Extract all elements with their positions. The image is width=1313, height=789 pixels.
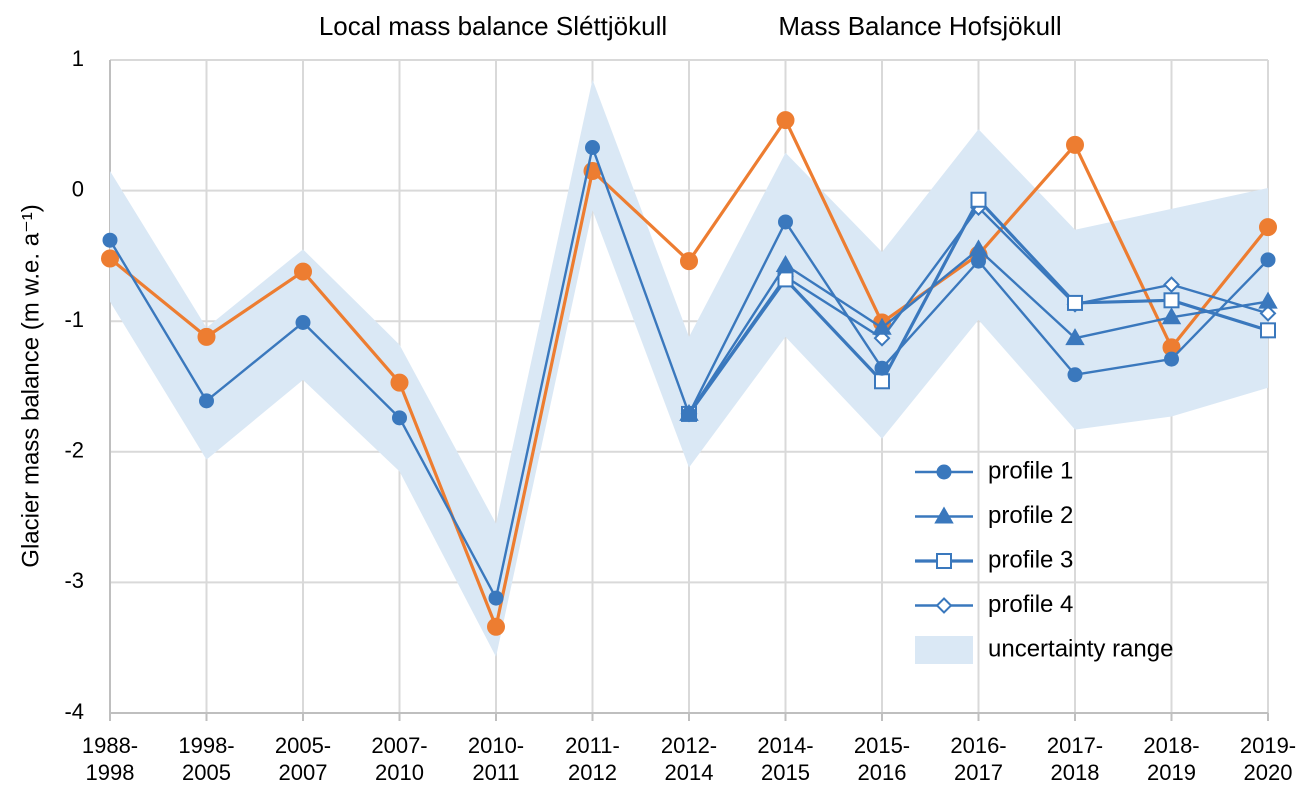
marker [1260, 252, 1276, 268]
marker [1259, 304, 1277, 322]
chart-title-orange: Mass Balance Hofsjökull [778, 11, 1061, 41]
legend-label: profile 4 [988, 591, 1073, 618]
x-tick-label: 2017- 2018 [1046, 733, 1104, 785]
marker [1163, 276, 1180, 294]
marker [102, 232, 118, 248]
marker [1164, 351, 1179, 367]
marker [487, 617, 505, 636]
marker [1259, 218, 1277, 237]
marker [934, 506, 954, 524]
x-tick-label: 2018- 2019 [1143, 733, 1200, 785]
x-tick-label: 2012- 2014 [660, 733, 718, 785]
marker [294, 262, 312, 281]
marker [390, 373, 409, 392]
marker [585, 140, 600, 156]
x-tick-label: 2011- 2012 [565, 733, 620, 785]
y-tick-label: -2 [64, 438, 84, 463]
x-tick-label: 2016- 2017 [950, 733, 1007, 785]
marker [778, 214, 793, 230]
marker [681, 406, 697, 422]
marker [874, 373, 890, 390]
marker [680, 252, 698, 271]
marker [872, 317, 892, 335]
marker [392, 410, 407, 426]
marker [1065, 328, 1085, 346]
marker [776, 111, 795, 130]
marker [874, 360, 890, 376]
y-tick-label: -3 [64, 568, 84, 593]
marker [1066, 135, 1084, 154]
x-tick-label: 1988- 1998 [81, 733, 139, 785]
marker [935, 597, 953, 614]
marker [1163, 292, 1180, 309]
y-tick-label: -4 [64, 699, 84, 724]
marker [1161, 307, 1182, 325]
marker [1067, 294, 1083, 311]
marker [295, 315, 311, 331]
marker [1067, 367, 1083, 383]
x-tick-label: 2010- 2011 [467, 733, 525, 785]
marker [199, 393, 214, 409]
legend-label: profile 2 [988, 502, 1073, 529]
legend-label: profile 1 [988, 457, 1073, 484]
marker [101, 249, 119, 268]
y-tick-label: 1 [72, 46, 84, 71]
y-axis-label: Glacier mass balance (m w.e. a⁻¹) [17, 204, 44, 567]
legend-label: uncertainty range [988, 635, 1173, 662]
marker [970, 191, 987, 208]
marker [1260, 322, 1276, 339]
marker [197, 327, 216, 346]
marker [488, 590, 504, 606]
legend-label: profile 3 [988, 546, 1073, 573]
uncertainty-area [110, 79, 1268, 657]
x-tick-label: 2007- 2010 [371, 733, 428, 785]
y-tick-label: 0 [72, 176, 84, 201]
chart-title: Local mass balance Sléttjökull [319, 11, 667, 41]
x-tick-label: 1998- 2005 [178, 733, 235, 785]
marker [775, 255, 796, 273]
x-tick-label: 2015- 2016 [853, 733, 911, 785]
marker [936, 553, 952, 569]
marker [1258, 291, 1278, 309]
marker [971, 253, 986, 269]
legend-swatch [915, 636, 973, 664]
y-tick-label: -1 [64, 307, 84, 332]
x-tick-label: 2005- 2007 [274, 733, 332, 785]
x-tick-label: 2014- 2015 [757, 733, 814, 785]
x-tick-label: 2019- 2020 [1239, 733, 1297, 785]
marker [936, 464, 952, 480]
marker [777, 271, 794, 288]
